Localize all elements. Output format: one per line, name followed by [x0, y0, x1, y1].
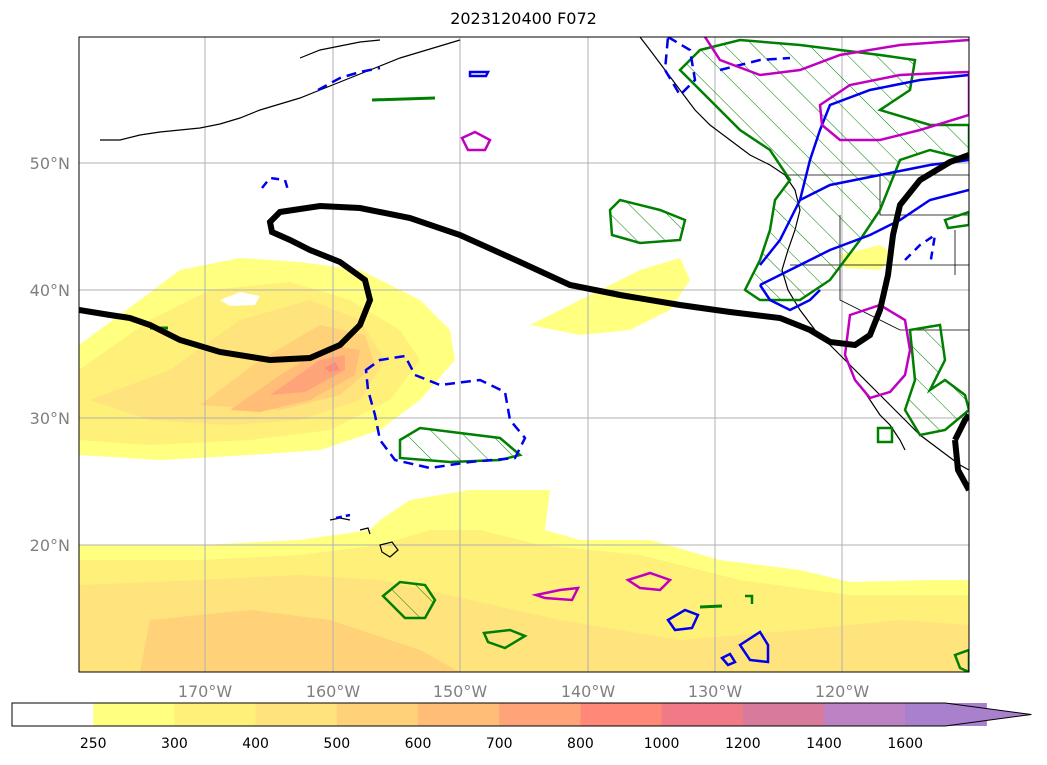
colorbar-segment	[93, 703, 175, 726]
lat-label-30: 30°N	[30, 409, 70, 428]
colorbar-segment	[12, 703, 94, 726]
colorbar-segment	[418, 703, 500, 726]
colorbar-outline	[11, 702, 1032, 727]
colorbar-tick-label: 250	[80, 736, 107, 752]
colorbar-segment	[255, 703, 338, 726]
lat-label-20: 20°N	[30, 536, 70, 555]
map-content	[79, 37, 969, 672]
colorbar-tick-label: 700	[486, 736, 513, 752]
colorbar-segment	[499, 703, 581, 726]
colorbar-segment	[742, 703, 825, 726]
colorbar-tick-label: 600	[405, 736, 432, 752]
colorbar-segment	[661, 703, 744, 726]
colorbar-tick-label: 500	[323, 736, 350, 752]
colorbar-tick-label: 800	[567, 736, 594, 752]
magenta-contours	[460, 37, 969, 602]
colorbar-tick-label: 1400	[806, 736, 842, 752]
jet-stream-line-south	[952, 413, 969, 492]
graticule	[79, 37, 969, 672]
lon-label-130w: 130°W	[688, 682, 743, 701]
colorbar-tick-label: 300	[161, 736, 188, 752]
lat-label-50: 50°N	[30, 154, 70, 173]
colorbar-segment	[174, 703, 257, 726]
lon-label-160w: 160°W	[306, 682, 361, 701]
colorbar-tick-label: 1200	[725, 736, 761, 752]
lon-label-120w: 120°W	[815, 682, 870, 701]
blue-contours	[261, 37, 969, 667]
lon-label-140w: 140°W	[561, 682, 616, 701]
colorbar-segment	[580, 703, 663, 726]
longitude-labels: 170°W 160°W 150°W 140°W 130°W 120°W	[178, 682, 870, 701]
colorbar-tick-label: 1000	[644, 736, 680, 752]
colorbar-segment	[336, 703, 419, 726]
lon-label-150w: 150°W	[433, 682, 488, 701]
latitude-labels: 50°N 40°N 30°N 20°N	[30, 154, 70, 555]
colorbar-segment	[824, 703, 906, 726]
lat-label-40: 40°N	[30, 281, 70, 300]
colorbar-extend-arrow	[905, 703, 1032, 726]
lon-label-170w: 170°W	[178, 682, 233, 701]
shaded-band-south	[79, 490, 969, 672]
colorbar: 250 300 400 500 600 700 800 1000 1200 1400 1600	[11, 702, 1032, 752]
colorbar-tick-label: 1600	[887, 736, 923, 752]
map-frame	[78, 36, 970, 673]
jet-stream-line	[79, 152, 969, 364]
map-title: 2023120400 F072	[450, 9, 597, 28]
colorbar-tick-label: 400	[242, 736, 269, 752]
